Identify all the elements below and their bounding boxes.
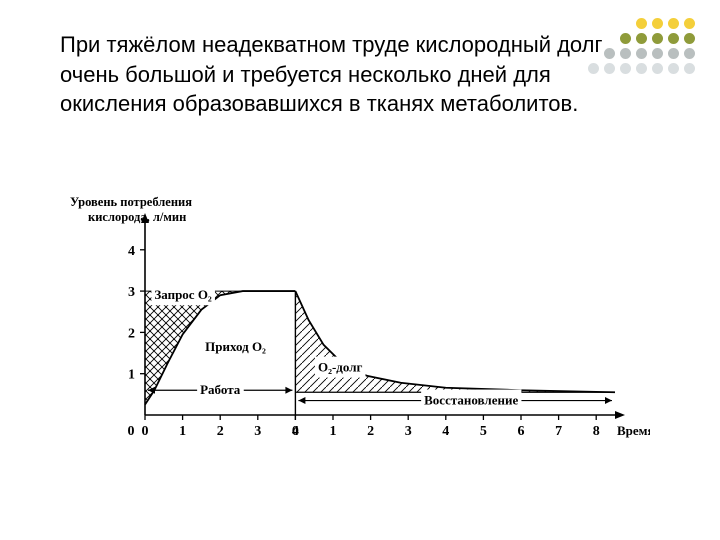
svg-text:3: 3 [254, 424, 261, 439]
svg-text:5: 5 [480, 424, 487, 439]
svg-text:3: 3 [405, 424, 412, 439]
svg-text:Работа: Работа [200, 382, 241, 397]
svg-text:Время: Время [617, 423, 650, 438]
y-axis-label-line2: кислорода, л/мин [88, 210, 186, 225]
svg-text:2: 2 [217, 424, 224, 439]
svg-text:Запрос О₂: Запрос О₂ [154, 287, 212, 302]
svg-text:6: 6 [518, 424, 525, 439]
svg-text:0: 0 [292, 424, 299, 439]
svg-text:4: 4 [442, 424, 449, 439]
svg-text:О₂-долг: О₂-долг [318, 360, 363, 375]
corner-dot-decoration [555, 18, 695, 78]
svg-text:0: 0 [142, 424, 149, 439]
y-axis-label-line1: Уровень потребления [70, 195, 192, 210]
svg-text:Восстановление: Восстановление [424, 393, 518, 408]
svg-text:1: 1 [128, 368, 135, 383]
svg-text:4: 4 [128, 244, 135, 259]
svg-text:7: 7 [555, 424, 562, 439]
svg-text:3: 3 [128, 285, 135, 300]
chart-svg: 1234012340123456780ВремяЗапрос О₂Приход … [70, 195, 650, 495]
svg-text:1: 1 [179, 424, 186, 439]
svg-text:0: 0 [128, 424, 135, 439]
svg-text:2: 2 [367, 424, 374, 439]
svg-text:1: 1 [330, 424, 337, 439]
svg-text:8: 8 [593, 424, 600, 439]
svg-text:2: 2 [128, 326, 135, 341]
svg-text:Приход О₂: Приход О₂ [205, 339, 266, 354]
slide-title: При тяжёлом неадекватном труде кислородн… [60, 30, 620, 119]
oxygen-chart: Уровень потребления кислорода, л/мин 1 2 3… [70, 195, 650, 495]
